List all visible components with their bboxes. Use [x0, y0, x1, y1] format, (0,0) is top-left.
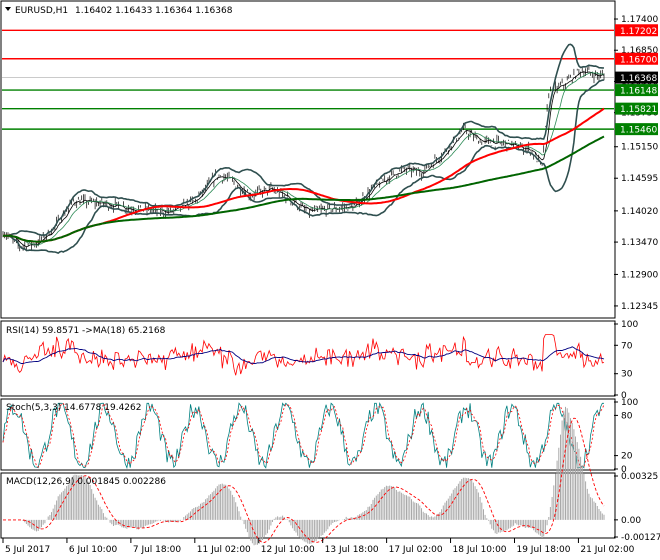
time-tick-label: 17 Jul 02:00: [389, 545, 443, 555]
macd-signal-line: [3, 417, 605, 543]
macd-tick-label: 0.00: [621, 516, 641, 526]
rsi-tick-label: 30: [621, 370, 633, 380]
bollinger-upper: [2, 43, 605, 237]
time-tick-label: 12 Jul 10:00: [261, 545, 315, 555]
price-tag-label: 1.17202: [620, 27, 657, 37]
ma-green: [2, 135, 605, 243]
stoch-tick-label: 100: [621, 398, 638, 408]
symbol-dropdown-icon[interactable]: [5, 7, 11, 11]
rsi-ma-line: [2, 346, 605, 364]
price-tick-label: 1.14595: [621, 174, 658, 184]
price-tick-label: 1.15150: [621, 143, 658, 153]
rsi-tick-label: 0: [621, 391, 627, 401]
time-tick-label: 7 Jul 18:00: [133, 545, 182, 555]
price-tag-label: 1.16148: [620, 87, 657, 97]
rsi-tick-label: 100: [621, 320, 638, 330]
stoch-tick-label: 20: [621, 452, 633, 462]
price-tick-label: 1.13470: [621, 238, 658, 248]
price-tag-box: [615, 123, 658, 136]
stoch-header: Stoch(5,3,3) 14.6778 19.4262: [6, 403, 141, 413]
time-tick-label: 19 Jul 18:00: [516, 545, 570, 555]
time-tick-label: 18 Jul 10:00: [453, 545, 507, 555]
price-tag-label: 1.16368: [620, 74, 657, 84]
chart-symbol: EURUSD,H1: [15, 6, 68, 16]
price-panel[interactable]: [0, 0, 616, 319]
price-tag-label: 1.16700: [620, 55, 657, 65]
price-tag-box: [615, 71, 658, 84]
price-tick-label: 1.12345: [621, 302, 658, 312]
price-tag-box: [615, 24, 658, 37]
time-tick-label: 21 Jul 02:00: [580, 545, 634, 555]
macd-panel[interactable]: [0, 472, 616, 539]
time-tick-label: 6 Jul 10:00: [69, 545, 118, 555]
stoch-signal-line: [2, 402, 605, 469]
time-tick-label: 13 Jul 18:00: [325, 545, 379, 555]
chart-ohlc: 1.16402 1.16433 1.16364 1.16368: [75, 6, 233, 16]
bollinger-lower: [2, 79, 605, 254]
macd-header: MACD(12,26,9) 0.001845 0.002286: [6, 477, 166, 487]
rsi-line: [2, 334, 605, 376]
time-tick-label: 5 Jul 2017: [5, 545, 50, 555]
stoch-tick-label: 0: [621, 465, 627, 475]
macd-histogram: [22, 406, 605, 546]
price-tag-box: [615, 52, 658, 65]
macd-tick-label: 0.00325: [621, 472, 658, 482]
rsi-tick-label: 70: [621, 341, 633, 351]
price-tag-box: [615, 102, 658, 115]
macd-tick-label: -0.00127: [621, 533, 660, 543]
price-tag-box: [615, 84, 658, 97]
price-tick-label: 1.14020: [621, 207, 658, 217]
price-tag-label: 1.15821: [620, 105, 657, 115]
rsi-header: RSI(14) 59.8571 ->MA(18) 65.2168: [6, 326, 166, 336]
price-tag-label: 1.15460: [620, 126, 657, 136]
ma-medium: [2, 72, 605, 246]
price-tick-label: 1.17400: [621, 15, 658, 25]
time-tick-label: 11 Jul 02:00: [197, 545, 251, 555]
stoch-tick-label: 80: [621, 411, 633, 421]
price-tick-label: 1.12900: [621, 270, 658, 280]
price-tick-label: 1.16850: [621, 46, 658, 56]
